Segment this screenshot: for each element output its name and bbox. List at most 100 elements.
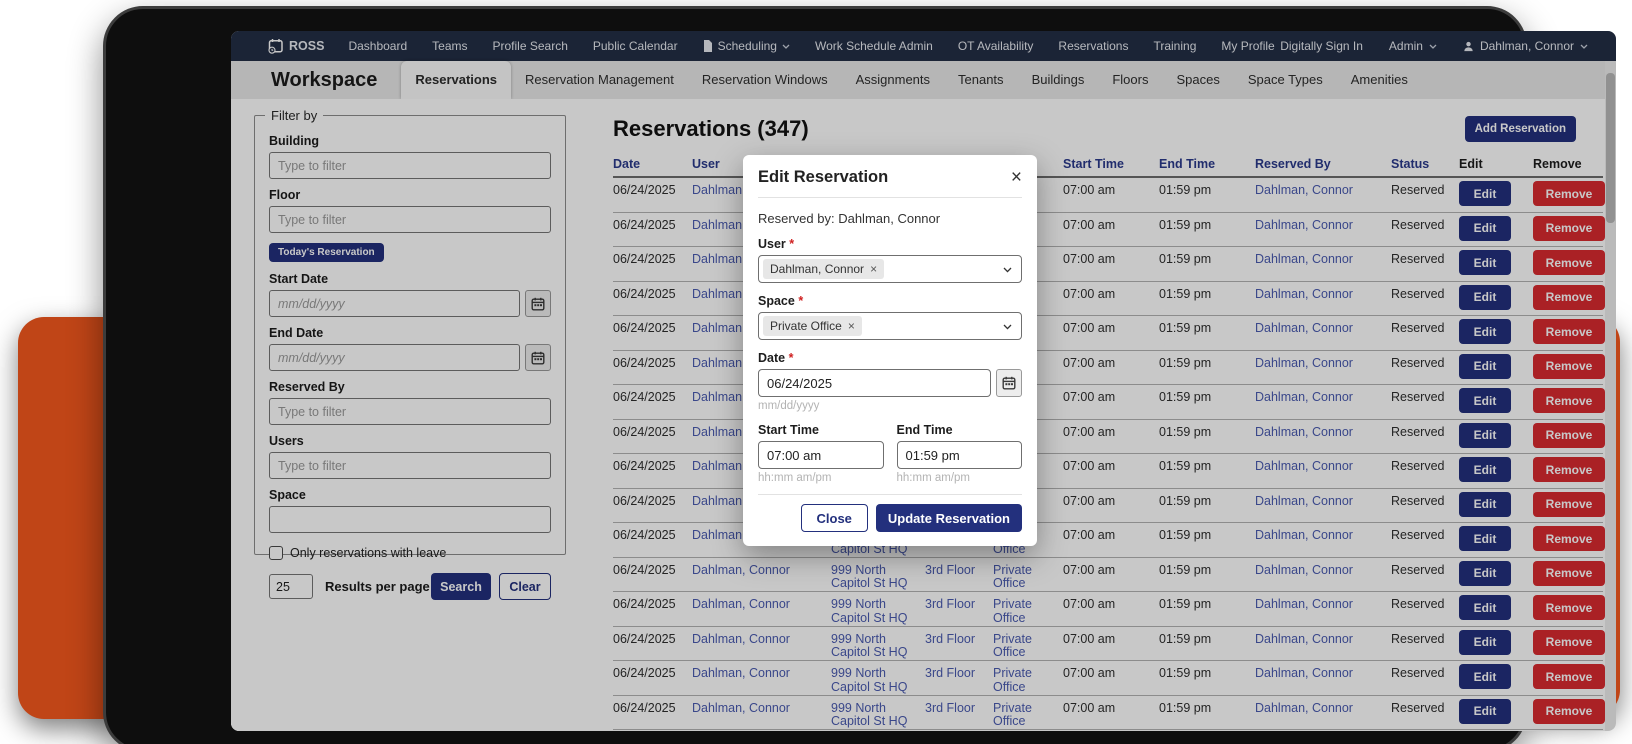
cell-reserved-by-link[interactable]: Dahlman, Connor — [1255, 493, 1353, 508]
remove-button[interactable]: Remove — [1533, 457, 1605, 482]
cell-floor-link[interactable]: 3rd Floor — [925, 666, 976, 680]
edit-button[interactable]: Edit — [1459, 698, 1511, 724]
user-menu[interactable]: Dahlman, Connor — [1463, 39, 1588, 53]
navbar-item-training[interactable]: Training — [1153, 39, 1196, 53]
remove-button[interactable]: Remove — [1533, 388, 1605, 413]
search-button[interactable]: Search — [431, 573, 491, 600]
tab-reservations[interactable]: Reservations — [401, 61, 512, 99]
remove-button[interactable]: Remove — [1533, 491, 1605, 517]
cell-floor-link[interactable]: 3rd Floor — [925, 562, 976, 577]
edit-button[interactable]: Edit — [1459, 250, 1511, 275]
remove-button[interactable]: Remove — [1533, 595, 1605, 620]
add-reservation-button[interactable]: Add Reservation — [1464, 116, 1576, 142]
tab-spaces[interactable]: Spaces — [1176, 72, 1220, 87]
tab-reservation-management[interactable]: Reservation Management — [525, 72, 674, 87]
cell-building-link[interactable]: 999 North Capitol St HQ — [831, 597, 908, 625]
cell-reserved-by-link[interactable]: Dahlman, Connor — [1255, 252, 1353, 266]
cell-user-link[interactable]: Dahlman, Connor — [692, 597, 790, 611]
tab-tenants[interactable]: Tenants — [958, 72, 1004, 87]
cell-reserved-by-link[interactable]: Dahlman, Connor — [1255, 355, 1353, 370]
reserved-by-filter-input[interactable] — [269, 398, 551, 425]
end-date-input[interactable] — [269, 344, 520, 371]
remove-button[interactable]: Remove — [1533, 629, 1605, 655]
user-select[interactable]: Dahlman, Connor × — [758, 255, 1022, 283]
start-date-input[interactable] — [269, 290, 520, 317]
cell-reserved-by-link[interactable]: Dahlman, Connor — [1255, 390, 1353, 404]
remove-button[interactable]: Remove — [1533, 664, 1605, 689]
space-filter-input[interactable] — [269, 506, 551, 533]
end-time-input[interactable] — [896, 441, 1022, 469]
edit-button[interactable]: Edit — [1459, 422, 1511, 448]
cell-user-link[interactable]: Dahlman, Connor — [692, 562, 790, 577]
cell-reserved-by-link[interactable]: Dahlman, Connor — [1255, 286, 1353, 301]
cell-floor-link[interactable]: 3rd Floor — [925, 700, 976, 715]
leave-checkbox[interactable] — [269, 546, 283, 560]
digitally-sign-in-link[interactable]: Digitally Sign In — [1280, 39, 1363, 53]
cell-building-link[interactable]: 999 North Capitol St HQ — [831, 631, 908, 659]
edit-button[interactable]: Edit — [1459, 319, 1511, 344]
chip-remove-icon[interactable]: × — [870, 262, 878, 276]
vertical-scrollbar[interactable] — [1605, 61, 1616, 731]
cell-reserved-by-link[interactable]: Dahlman, Connor — [1255, 666, 1353, 680]
cell-building-link[interactable]: 999 North Capitol St HQ — [831, 700, 908, 728]
cell-reserved-by-link[interactable]: Dahlman, Connor — [1255, 217, 1353, 232]
clear-button[interactable]: Clear — [499, 573, 551, 600]
remove-button[interactable]: Remove — [1533, 698, 1605, 724]
cell-building-link[interactable]: 999 North Capitol St HQ — [831, 562, 908, 590]
navbar-item-public-calendar[interactable]: Public Calendar — [593, 39, 678, 53]
chip-remove-icon[interactable]: × — [847, 319, 855, 333]
remove-button[interactable]: Remove — [1533, 422, 1605, 448]
modal-date-calendar-button[interactable] — [996, 369, 1022, 397]
edit-button[interactable]: Edit — [1459, 284, 1511, 310]
remove-button[interactable]: Remove — [1533, 284, 1605, 310]
cell-building-link[interactable]: 999 North Capitol St HQ — [831, 666, 908, 694]
update-reservation-button[interactable]: Update Reservation — [875, 504, 1022, 532]
cell-space-link[interactable]: Private Office — [993, 562, 1032, 590]
tab-space-types[interactable]: Space Types — [1247, 72, 1323, 87]
navbar-item-my-profile[interactable]: My Profile — [1221, 39, 1274, 53]
cell-reserved-by-link[interactable]: Dahlman, Connor — [1255, 528, 1353, 542]
cell-reserved-by-link[interactable]: Dahlman, Connor — [1255, 597, 1353, 611]
cell-reserved-by-link[interactable]: Dahlman, Connor — [1255, 631, 1353, 646]
navbar-item-teams[interactable]: Teams — [432, 39, 467, 53]
cell-reserved-by-link[interactable]: Dahlman, Connor — [1255, 562, 1353, 577]
cell-floor-link[interactable]: 3rd Floor — [925, 631, 976, 646]
edit-button[interactable]: Edit — [1459, 664, 1511, 689]
tab-amenities[interactable]: Amenities — [1350, 72, 1408, 87]
cell-reserved-by-link[interactable]: Dahlman, Connor — [1255, 424, 1353, 439]
remove-button[interactable]: Remove — [1533, 560, 1605, 586]
remove-button[interactable]: Remove — [1533, 250, 1605, 275]
cell-user-link[interactable]: Dahlman, Connor — [692, 631, 790, 646]
cell-floor-link[interactable]: 3rd Floor — [925, 597, 976, 611]
tab-buildings[interactable]: Buildings — [1031, 72, 1085, 87]
start-date-calendar-button[interactable] — [525, 290, 551, 317]
cell-user-link[interactable]: Dahlman, Connor — [692, 700, 790, 715]
users-filter-input[interactable] — [269, 452, 551, 479]
end-date-calendar-button[interactable] — [525, 344, 551, 371]
modal-date-input[interactable] — [758, 369, 991, 397]
navbar-item-reservations[interactable]: Reservations — [1058, 39, 1128, 53]
floor-filter-input[interactable] — [269, 206, 551, 233]
edit-button[interactable]: Edit — [1459, 215, 1511, 241]
results-per-page-input[interactable] — [269, 574, 313, 599]
navbar-item-dashboard[interactable]: Dashboard — [348, 39, 407, 53]
remove-button[interactable]: Remove — [1533, 353, 1605, 379]
remove-button[interactable]: Remove — [1533, 319, 1605, 344]
scrollbar-thumb[interactable] — [1606, 73, 1615, 223]
cell-user-link[interactable]: Dahlman, Connor — [692, 666, 790, 680]
navbar-item-scheduling[interactable]: Scheduling — [703, 39, 790, 53]
building-filter-input[interactable] — [269, 152, 551, 179]
edit-button[interactable]: Edit — [1459, 629, 1511, 655]
start-time-input[interactable] — [758, 441, 884, 469]
cell-reserved-by-link[interactable]: Dahlman, Connor — [1255, 183, 1353, 197]
close-button[interactable]: Close — [800, 504, 868, 532]
cell-space-link[interactable]: Private Office — [993, 631, 1032, 659]
remove-button[interactable]: Remove — [1533, 526, 1605, 551]
tab-reservation-windows[interactable]: Reservation Windows — [701, 72, 828, 87]
edit-button[interactable]: Edit — [1459, 457, 1511, 482]
brand-logo[interactable]: ROSS — [267, 38, 324, 54]
space-select[interactable]: Private Office × — [758, 312, 1022, 340]
cell-space-link[interactable]: Private Office — [993, 597, 1032, 625]
cell-reserved-by-link[interactable]: Dahlman, Connor — [1255, 321, 1353, 335]
cell-reserved-by-link[interactable]: Dahlman, Connor — [1255, 459, 1353, 473]
